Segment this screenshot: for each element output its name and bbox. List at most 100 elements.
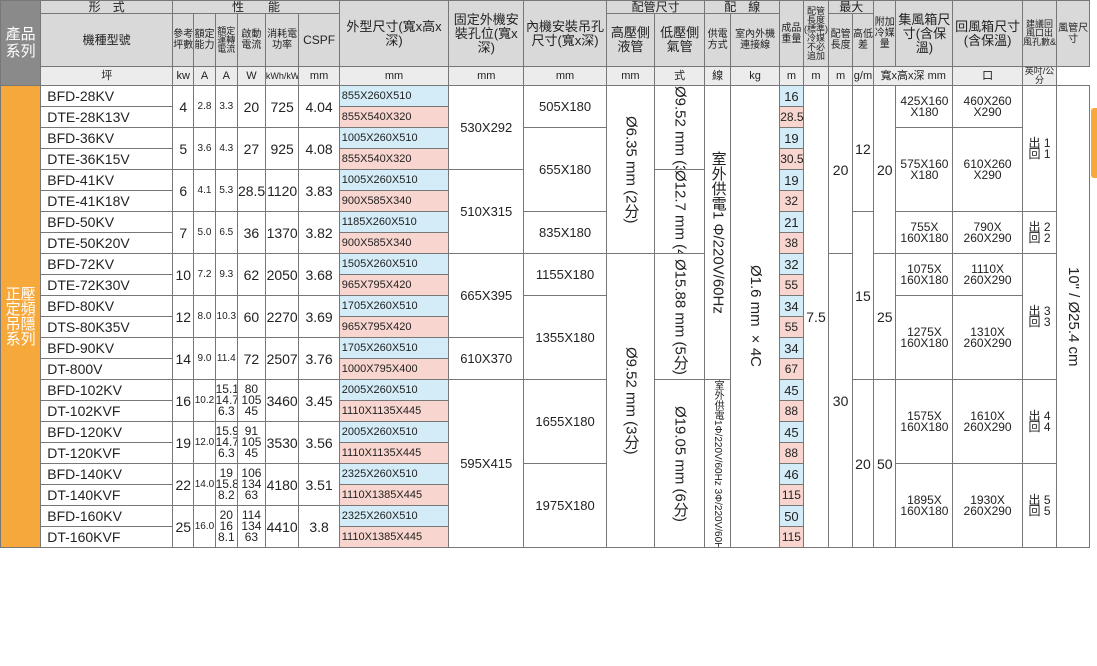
outdoor-model: DT-120KVF [40, 442, 174, 464]
power-value: 1120 [264, 169, 300, 212]
fixed-cell: 595X415 [448, 379, 525, 548]
table-row: BFD-80KV 12 8.0 10.3 60 2270 3.69 1705X260X510 1… [1, 295, 1090, 380]
unit-kg: kg [729, 66, 781, 86]
cspf-value: 3.69 [298, 295, 340, 338]
sup-cell: 755X 160X180 [895, 211, 954, 254]
table-row: BFD-90KV 14 9.0 11.4 72 2507 3.76 1705X260X510 6… [1, 337, 1090, 380]
unit-w: W [236, 66, 266, 86]
power-value: 2270 [264, 295, 300, 338]
outdoor-weight: 115 [779, 526, 804, 548]
start-current-value: 60 [236, 295, 266, 338]
duct-cell: 10" / Ø25.4 cm [1056, 85, 1090, 548]
indoor-dims: 1185X260X510 [338, 211, 450, 233]
unit-gm: g/m [851, 66, 875, 86]
refr-cell: 50 [873, 379, 897, 548]
hang-cell: 1155X180 [523, 253, 607, 296]
supply-box-header: 集風箱尺寸(含保溫) [895, 0, 954, 67]
start-current-value: 114 134 63 [236, 505, 266, 548]
rated-current-value: 11.4 [214, 337, 238, 380]
outdoor-weight: 67 [779, 358, 804, 380]
maxl-cell: 20 [828, 85, 853, 254]
outdoor-dims: 855X540X320 [338, 106, 450, 128]
indoor-hole-header: 內機安裝吊孔尺寸(寬x深) [523, 0, 607, 67]
outdoor-weight: 28.5 [779, 106, 804, 128]
unit-mm-indoor: mm [448, 66, 525, 86]
rated-current-value: 19 15.8 8.2 [214, 463, 238, 506]
indoor-weight: 21 [779, 211, 804, 233]
capacity-header: 額定能力 [193, 13, 216, 67]
unit-kw: kw [172, 66, 195, 86]
hang-cell: 1975X180 [523, 463, 607, 548]
low-pipe-header: 低壓側氣管 [653, 13, 706, 67]
capacity-value: 10.2 [193, 379, 216, 422]
hdiff-cell: 12 [851, 85, 875, 212]
cspf-header: CSPF [298, 13, 340, 67]
ping-value: 10 [172, 253, 195, 296]
return-box-header: 回風箱尺寸(含保溫) [952, 0, 1023, 67]
power-value: 3460 [264, 379, 300, 422]
refr-cell: 20 [873, 85, 897, 254]
cspf-value: 4.08 [298, 127, 340, 170]
fixed-cell: 530X292 [448, 85, 525, 170]
indoor-weight: 34 [779, 295, 804, 317]
ping-value: 5 [172, 127, 195, 170]
outdoor-model: DTE-50K20V [40, 232, 174, 254]
wire-header: 配 線 [704, 0, 781, 14]
port-cell: 出 2 回 2 [1021, 211, 1058, 254]
outdoor-dims: 1110X1385X445 [338, 484, 450, 506]
outdoor-weight: 55 [779, 316, 804, 338]
start-current-value: 27 [236, 127, 266, 170]
power-value: 1370 [264, 211, 300, 254]
power-value: 3530 [264, 421, 300, 464]
table-row: BFD-120KV 19 12.0 15.9 14.7 6.3 91 105 45 353… [1, 421, 1090, 464]
port-cell: 出 3 回 3 [1021, 253, 1058, 380]
series-column-header: 產品系列 [0, 0, 42, 86]
start-current-value: 106 134 63 [236, 463, 266, 506]
unit-ping: 坪 [40, 66, 174, 86]
capacity-value: 2.8 [193, 85, 216, 128]
rated-current-value: 5.3 [214, 169, 238, 212]
outdoor-model: DT-102KVF [40, 400, 174, 422]
start-current-value: 72 [236, 337, 266, 380]
unit-port: 口 [952, 66, 1023, 86]
outdoor-weight: 32 [779, 190, 804, 212]
indoor-dims: 2325X260X510 [338, 463, 450, 485]
indoor-model: BFD-102KV [40, 379, 174, 401]
spec-table: 產品系列 形 式 性 能 外型尺寸(寬x高x深) 固定外機安裝孔位(寬x深) 內… [0, 0, 1090, 548]
ret-cell: 790X 260X290 [952, 211, 1023, 254]
cspf-value: 3.76 [298, 337, 340, 380]
power-value: 4410 [264, 505, 300, 548]
outdoor-model: DTS-80K35V [40, 316, 174, 338]
hang-cell: 1355X180 [523, 295, 607, 380]
cspf-value: 3.68 [298, 253, 340, 296]
power-method-header: 供電方式 [704, 13, 731, 67]
indoor-weight: 45 [779, 421, 804, 443]
port-cell: 出 1 回 1 [1021, 85, 1058, 212]
ping-value: 25 [172, 505, 195, 548]
outdoor-model: DT-140KVF [40, 484, 174, 506]
gas-cell: Ø19.05 mm (6分) [653, 379, 706, 548]
unit-a-start: A [214, 66, 238, 86]
hang-cell: 505X180 [523, 85, 607, 128]
sup-cell: 1075X 160X180 [895, 253, 954, 296]
outdoor-dims: 1110X1385X445 [338, 526, 450, 548]
connection-wire-header: 室內外機連接線 [729, 13, 781, 67]
power-value: 725 [264, 85, 300, 128]
hang-cell: 1655X180 [523, 379, 607, 464]
outdoor-weight: 88 [779, 400, 804, 422]
cspf-value: 3.83 [298, 169, 340, 212]
unit-m-max: m [802, 66, 830, 86]
fixed-cell: 665X395 [448, 253, 525, 338]
weight-header: 成品重量 [779, 0, 804, 67]
indoor-model: BFD-80KV [40, 295, 174, 317]
power-value: 2507 [264, 337, 300, 380]
outdoor-model: DTE-41K18V [40, 190, 174, 212]
fixed-cell: 610X370 [448, 337, 525, 380]
table-row: BFD-160KV 25 16.0 20 16 8.1 114 134 63 4410 3.… [1, 505, 1090, 548]
outdoor-model: DTE-36K15V [40, 148, 174, 170]
fixed-hole-header: 固定外機安裝孔位(寬x深) [448, 0, 525, 67]
ping-value: 4 [172, 85, 195, 128]
outdoor-dims: 965X795X420 [338, 316, 450, 338]
unit-cspf: kWh/kWh [264, 66, 300, 86]
rated-current-value: 15.9 14.7 6.3 [214, 421, 238, 464]
